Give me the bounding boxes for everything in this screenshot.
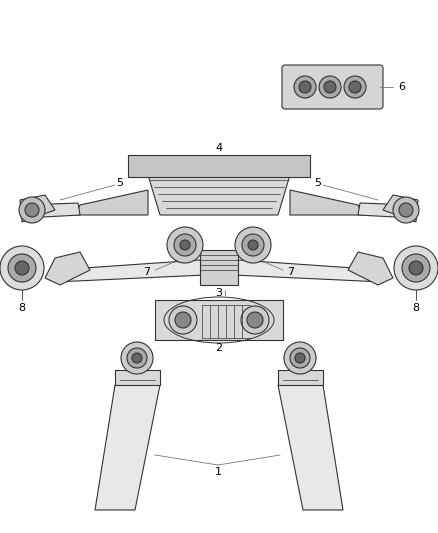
Bar [115, 370, 160, 385]
Circle shape [132, 353, 142, 363]
Circle shape [15, 261, 29, 275]
Polygon shape [278, 385, 343, 510]
Circle shape [127, 348, 147, 368]
Polygon shape [75, 190, 148, 215]
Text: 7: 7 [287, 267, 295, 277]
Text: 4: 4 [215, 143, 223, 153]
Text: 3: 3 [215, 288, 223, 298]
Polygon shape [95, 385, 160, 510]
Circle shape [295, 353, 305, 363]
Polygon shape [25, 203, 80, 218]
Polygon shape [20, 195, 55, 222]
Polygon shape [148, 175, 290, 215]
Circle shape [402, 254, 430, 282]
Text: 8: 8 [18, 303, 25, 313]
Circle shape [394, 246, 438, 290]
Bar [278, 370, 323, 385]
Circle shape [393, 197, 419, 223]
Circle shape [242, 234, 264, 256]
Text: 5: 5 [117, 178, 124, 188]
Circle shape [121, 342, 153, 374]
Polygon shape [55, 260, 205, 282]
Text: 8: 8 [413, 303, 420, 313]
Polygon shape [233, 260, 383, 282]
Circle shape [174, 234, 196, 256]
Circle shape [175, 312, 191, 328]
Bar [128, 155, 310, 177]
Polygon shape [358, 203, 413, 218]
Text: 2: 2 [215, 343, 223, 353]
Text: 5: 5 [314, 178, 321, 188]
Circle shape [25, 203, 39, 217]
Circle shape [248, 240, 258, 250]
Circle shape [235, 227, 271, 263]
Circle shape [324, 81, 336, 93]
Circle shape [290, 348, 310, 368]
Bar [200, 250, 238, 285]
Circle shape [299, 81, 311, 93]
Circle shape [180, 240, 190, 250]
Circle shape [8, 254, 36, 282]
Circle shape [241, 306, 269, 334]
Text: 1: 1 [215, 467, 222, 477]
Circle shape [284, 342, 316, 374]
Circle shape [399, 203, 413, 217]
Circle shape [247, 312, 263, 328]
Text: 6: 6 [399, 82, 406, 92]
Polygon shape [45, 252, 90, 285]
Circle shape [409, 261, 423, 275]
Bar [155, 300, 283, 340]
FancyBboxPatch shape [282, 65, 383, 109]
Circle shape [294, 76, 316, 98]
Circle shape [167, 227, 203, 263]
Polygon shape [348, 252, 393, 285]
Circle shape [349, 81, 361, 93]
Circle shape [344, 76, 366, 98]
Circle shape [319, 76, 341, 98]
Circle shape [169, 306, 197, 334]
Polygon shape [383, 195, 418, 222]
Polygon shape [290, 190, 363, 215]
Text: 7: 7 [143, 267, 151, 277]
Circle shape [19, 197, 45, 223]
Circle shape [0, 246, 44, 290]
